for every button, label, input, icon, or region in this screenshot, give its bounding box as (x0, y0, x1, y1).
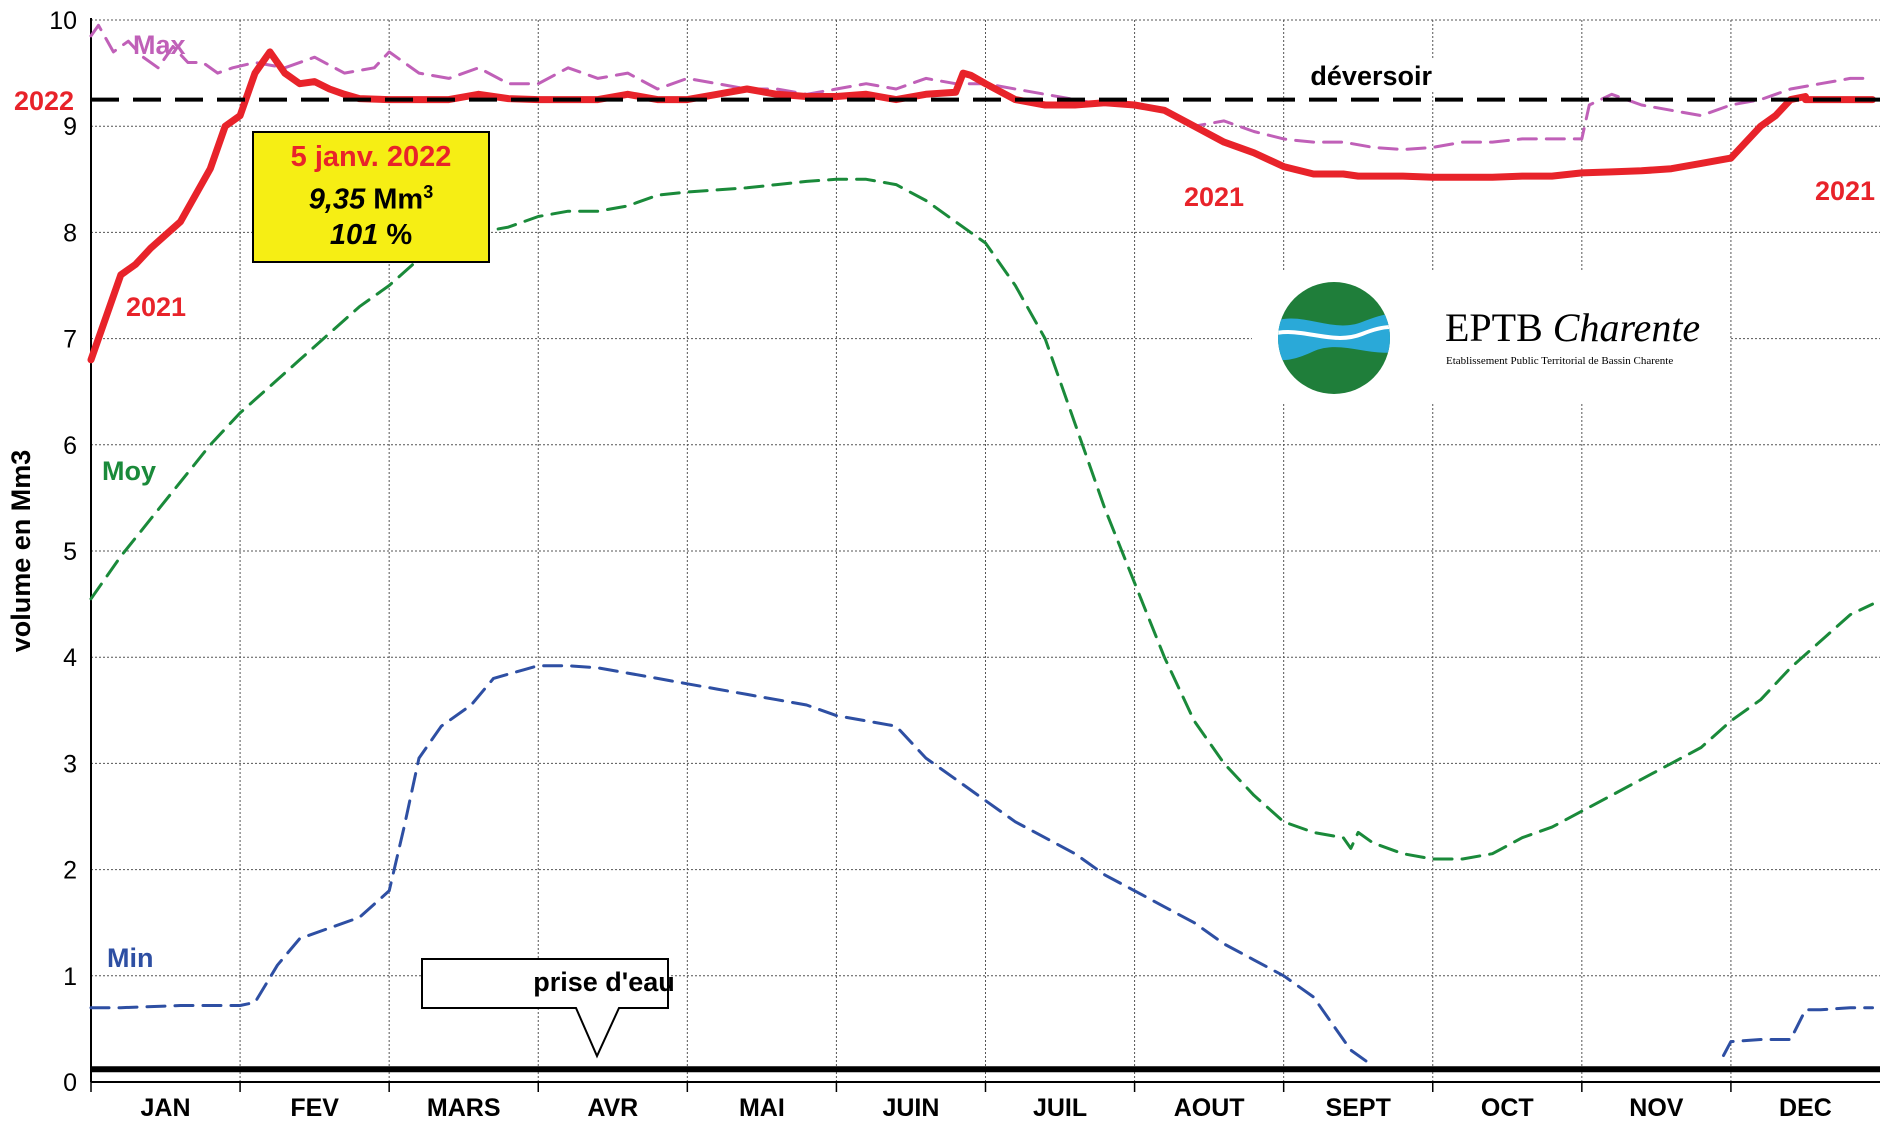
series-label: 2021 (126, 292, 186, 322)
logo-title: EPTB Charente (1445, 305, 1701, 350)
series-line-min (89, 664, 1375, 1068)
gridlines (91, 19, 1880, 1082)
y-tick-label: 10 (49, 7, 77, 35)
x-tick-label: SEPT (1326, 1094, 1391, 1122)
callout-box: 5 janv. 2022 9,35 Mm3 101 % (252, 131, 490, 263)
y-tick-label: 4 (63, 644, 77, 672)
prise-deau-callout (421, 958, 669, 1059)
x-tick-label: NOV (1629, 1094, 1684, 1122)
y-tick-label: 0 (63, 1069, 77, 1097)
y-tick-label: 9 (63, 113, 77, 141)
eptb-globe-icon (1278, 282, 1390, 394)
axes: 0 1 2 3 4 5 6 7 8 9 10 JAN FEV MARS AVR MAI JUIN JUIL AOUT… (6, 7, 1880, 1122)
series-line-moy (89, 177, 1874, 861)
callout-volume: 9,35 Mm3 (308, 181, 434, 216)
y-tick-label: 5 (63, 538, 77, 566)
callout-date: 5 janv. 2022 (290, 140, 452, 173)
y-tick-label: 3 (63, 750, 77, 778)
y-tick-label: 1 (63, 963, 77, 991)
series-label: Max (133, 30, 186, 60)
x-tick-label: AOUT (1174, 1094, 1245, 1122)
y-axis-title: volume en Mm3 (6, 450, 36, 653)
x-tick-label: DEC (1779, 1094, 1832, 1122)
x-tick-label: MARS (427, 1094, 501, 1122)
series-line-min (1722, 1006, 1874, 1057)
series-label: Moy (102, 456, 156, 486)
x-tick-label: FEV (290, 1094, 339, 1122)
x-tick-label: OCT (1481, 1094, 1534, 1122)
x-tick-label: JUIL (1033, 1094, 1087, 1122)
series-label: 2022 (14, 86, 74, 116)
x-tick-label: JAN (141, 1094, 191, 1122)
series-label: prise d'eau (533, 967, 674, 997)
y-tick-label: 2 (63, 857, 77, 885)
logo (1252, 272, 1730, 404)
series-label: Min (107, 943, 154, 973)
y-tick-label: 6 (63, 432, 77, 460)
x-tick-label: JUIN (882, 1094, 939, 1122)
y-tick-label: 8 (63, 219, 77, 247)
x-tick-label: MAI (739, 1094, 785, 1122)
callout-percent: 101 % (329, 219, 413, 252)
series-line-2021 (87, 48, 1809, 364)
labels-group: Max Moy Min 2022 2021 2021 2021 déversoir prise … (14, 30, 1875, 1059)
x-tick-label: AVR (587, 1094, 638, 1122)
series-label: déversoir (1310, 61, 1432, 91)
y-tick-label: 7 (63, 326, 77, 354)
series-label: 2021 (1184, 182, 1244, 212)
deversoir-label-bg (1302, 60, 1440, 92)
series-label: 2021 (1815, 176, 1875, 206)
logo-subtitle: Etablissement Public Territorial de Bass… (1446, 355, 1674, 367)
reference-lines (91, 97, 1880, 1073)
